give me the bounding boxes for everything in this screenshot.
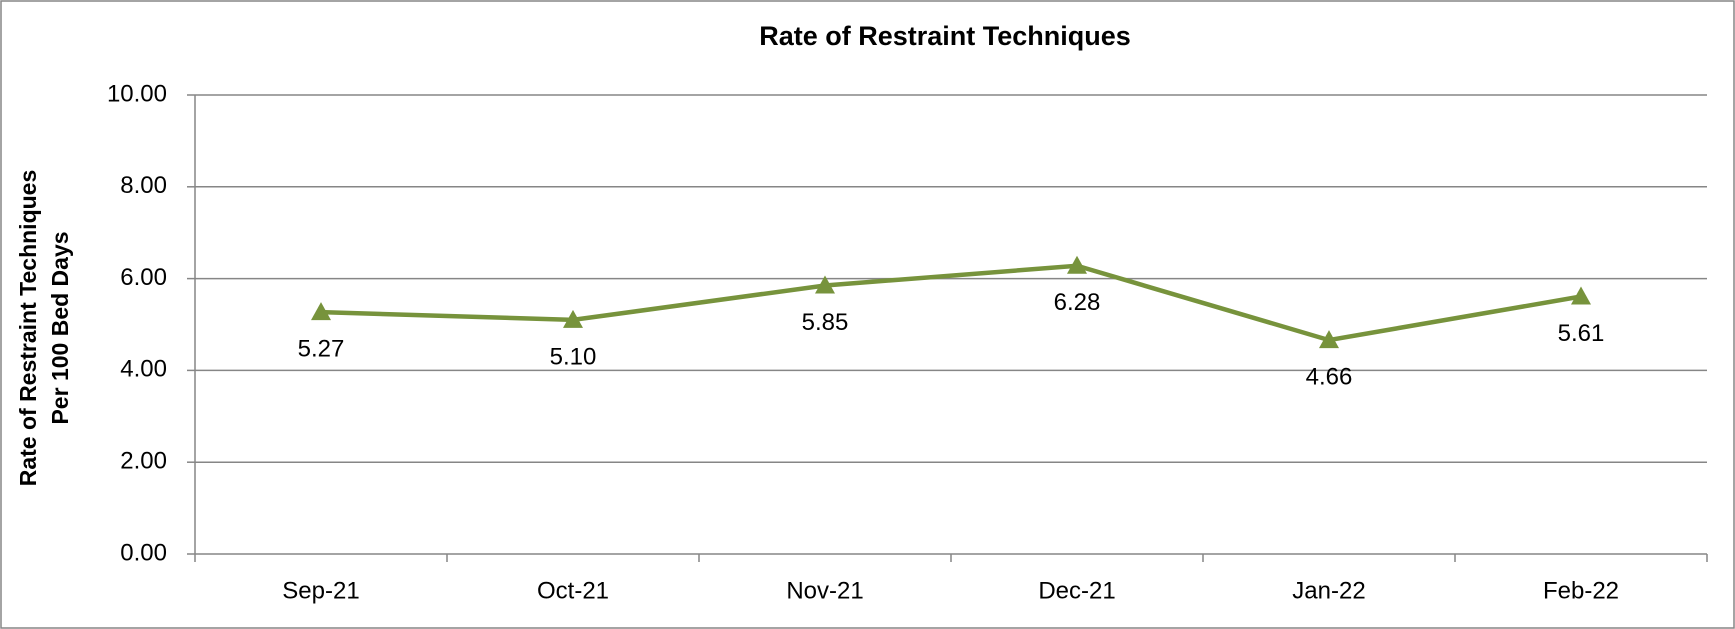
x-tick-label: Oct-21 bbox=[537, 577, 609, 604]
data-label: 6.28 bbox=[1054, 289, 1101, 316]
y-tick-label: 2.00 bbox=[120, 448, 167, 475]
marker bbox=[1571, 286, 1591, 305]
y-tick-label: 10.00 bbox=[107, 80, 167, 107]
data-label: 5.10 bbox=[550, 343, 597, 370]
marker bbox=[563, 309, 583, 328]
chart-title: Rate of Restraint Techniques bbox=[759, 21, 1131, 51]
x-tick-label: Sep-21 bbox=[282, 577, 359, 604]
data-label: 4.66 bbox=[1306, 363, 1353, 390]
y-axis-label: Per 100 Bed Days bbox=[47, 231, 73, 424]
data-label: 5.61 bbox=[1558, 320, 1605, 347]
x-tick-label: Jan-22 bbox=[1292, 577, 1365, 604]
data-label: 5.85 bbox=[802, 309, 849, 336]
x-tick-label: Nov-21 bbox=[786, 577, 863, 604]
x-tick-label: Dec-21 bbox=[1038, 577, 1115, 604]
marker bbox=[1319, 330, 1339, 349]
series-line bbox=[320, 263, 1582, 343]
y-axis-label: Rate of Restraint Techniques bbox=[15, 170, 41, 487]
marker bbox=[1067, 255, 1087, 274]
marker bbox=[311, 302, 331, 321]
x-tick-label: Feb-22 bbox=[1543, 577, 1619, 604]
marker bbox=[815, 275, 835, 294]
data-label: 5.27 bbox=[298, 335, 345, 362]
y-tick-label: 6.00 bbox=[120, 264, 167, 291]
y-tick-label: 0.00 bbox=[120, 539, 167, 566]
y-tick-label: 8.00 bbox=[120, 172, 167, 199]
y-tick-label: 4.00 bbox=[120, 356, 167, 383]
